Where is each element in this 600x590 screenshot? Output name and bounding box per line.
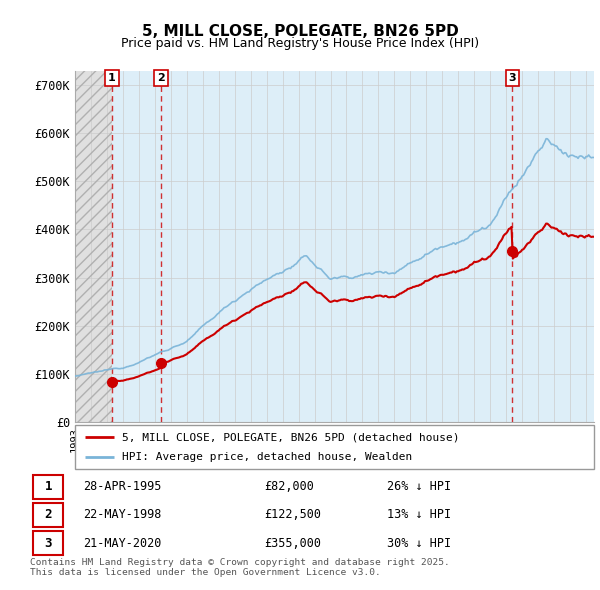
FancyBboxPatch shape bbox=[33, 503, 64, 527]
Text: Contains HM Land Registry data © Crown copyright and database right 2025.
This d: Contains HM Land Registry data © Crown c… bbox=[30, 558, 450, 577]
Text: 2: 2 bbox=[157, 73, 165, 83]
FancyBboxPatch shape bbox=[33, 474, 64, 499]
Bar bbox=[75, 71, 112, 422]
Text: 13% ↓ HPI: 13% ↓ HPI bbox=[387, 508, 451, 522]
Text: £82,000: £82,000 bbox=[265, 480, 314, 493]
Text: 2: 2 bbox=[44, 508, 52, 522]
Text: 1: 1 bbox=[108, 73, 116, 83]
Text: 3: 3 bbox=[44, 536, 52, 549]
Text: 22-MAY-1998: 22-MAY-1998 bbox=[83, 508, 161, 522]
Text: 30% ↓ HPI: 30% ↓ HPI bbox=[387, 536, 451, 549]
Bar bbox=[75, 71, 112, 422]
Bar bbox=[112, 71, 161, 422]
FancyBboxPatch shape bbox=[33, 531, 64, 555]
Text: 5, MILL CLOSE, POLEGATE, BN26 5PD (detached house): 5, MILL CLOSE, POLEGATE, BN26 5PD (detac… bbox=[122, 432, 459, 442]
Text: 26% ↓ HPI: 26% ↓ HPI bbox=[387, 480, 451, 493]
Text: 21-MAY-2020: 21-MAY-2020 bbox=[83, 536, 161, 549]
Bar bbox=[161, 71, 594, 422]
Text: 28-APR-1995: 28-APR-1995 bbox=[83, 480, 161, 493]
Text: £122,500: £122,500 bbox=[265, 508, 322, 522]
Text: £355,000: £355,000 bbox=[265, 536, 322, 549]
FancyBboxPatch shape bbox=[75, 425, 594, 469]
Text: 3: 3 bbox=[508, 73, 516, 83]
Text: HPI: Average price, detached house, Wealden: HPI: Average price, detached house, Weal… bbox=[122, 452, 412, 461]
Text: 5, MILL CLOSE, POLEGATE, BN26 5PD: 5, MILL CLOSE, POLEGATE, BN26 5PD bbox=[142, 24, 458, 38]
Text: Price paid vs. HM Land Registry's House Price Index (HPI): Price paid vs. HM Land Registry's House … bbox=[121, 37, 479, 50]
Text: 1: 1 bbox=[44, 480, 52, 493]
